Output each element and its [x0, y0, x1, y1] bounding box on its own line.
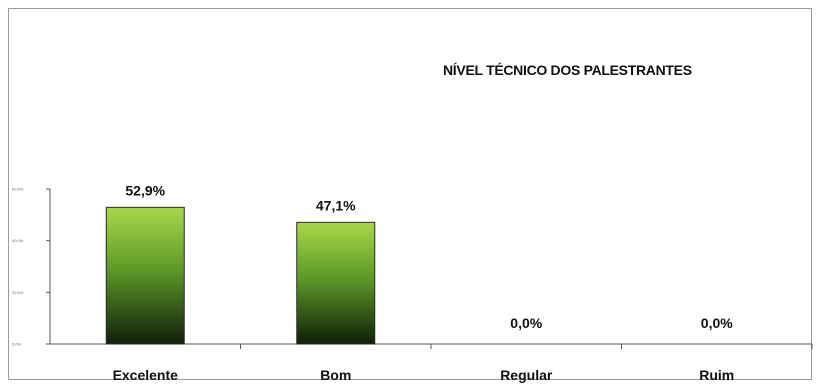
- data-label-excelente: 52,9%: [125, 182, 165, 198]
- bar-bom: [296, 221, 376, 345]
- y-tick-label: 60,0%: [12, 187, 24, 192]
- category-label-bom: Bom: [320, 367, 351, 383]
- data-label-bom: 47,1%: [316, 197, 356, 213]
- y-tick-label: 20,0%: [12, 290, 24, 295]
- y-tick-label: 0,0%: [12, 342, 22, 347]
- category-label-regular: Regular: [500, 367, 553, 383]
- chart-title: NÍVEL TÉCNICO DOS PALESTRANTES: [443, 62, 692, 78]
- data-label-ruim: 0,0%: [701, 315, 733, 331]
- category-label-excelente: Excelente: [113, 367, 179, 383]
- category-label-ruim: Ruim: [699, 367, 734, 383]
- y-tick-label: 40,0%: [12, 238, 24, 243]
- bar-excelente: [105, 206, 185, 345]
- data-label-regular: 0,0%: [510, 315, 542, 331]
